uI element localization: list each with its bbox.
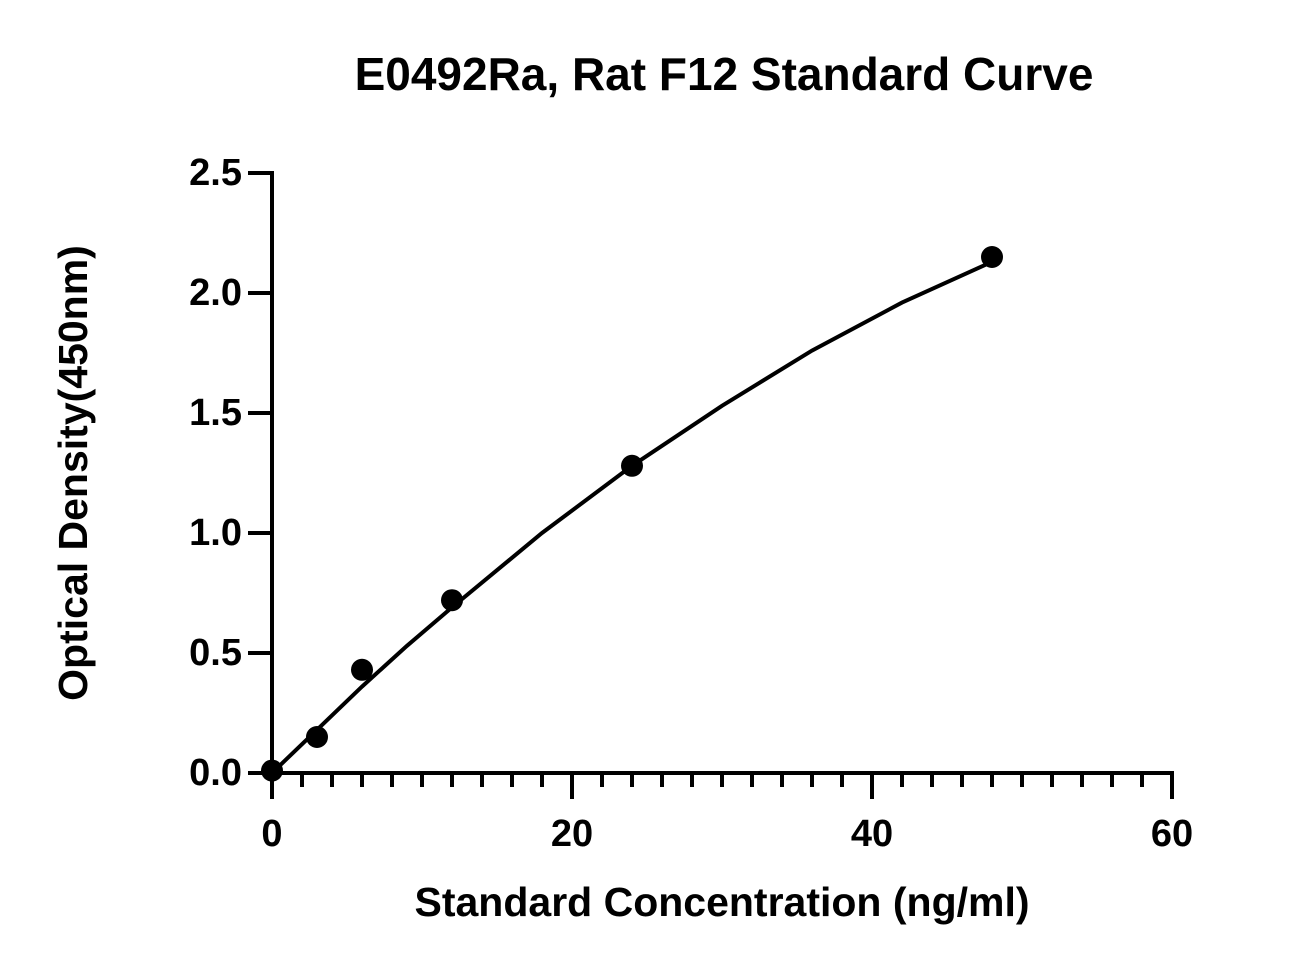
data-point	[981, 246, 1003, 268]
data-point	[441, 589, 463, 612]
y-tick-label: 0.5	[189, 632, 242, 674]
y-axis-label: Optical Density(450nm)	[50, 245, 96, 701]
chart-title: E0492Ra, Rat F12 Standard Curve	[355, 48, 1094, 100]
x-tick-label: 40	[851, 813, 893, 855]
y-tick-label: 1.0	[189, 512, 242, 554]
x-tick-label: 60	[1151, 813, 1193, 855]
y-tick-label: 2.0	[189, 272, 242, 314]
x-tick-label: 20	[551, 813, 593, 855]
data-point	[261, 759, 283, 782]
y-tick-label: 1.5	[189, 392, 242, 434]
data-point	[351, 658, 373, 681]
fit-curve	[270, 259, 993, 775]
data-point	[306, 726, 328, 748]
data-point	[621, 454, 643, 477]
y-tick-label: 2.5	[189, 152, 242, 194]
y-tick-label: 0.0	[189, 752, 242, 794]
x-tick-label: 0	[261, 813, 282, 855]
x-axis-label: Standard Concentration (ng/ml)	[415, 879, 1030, 925]
